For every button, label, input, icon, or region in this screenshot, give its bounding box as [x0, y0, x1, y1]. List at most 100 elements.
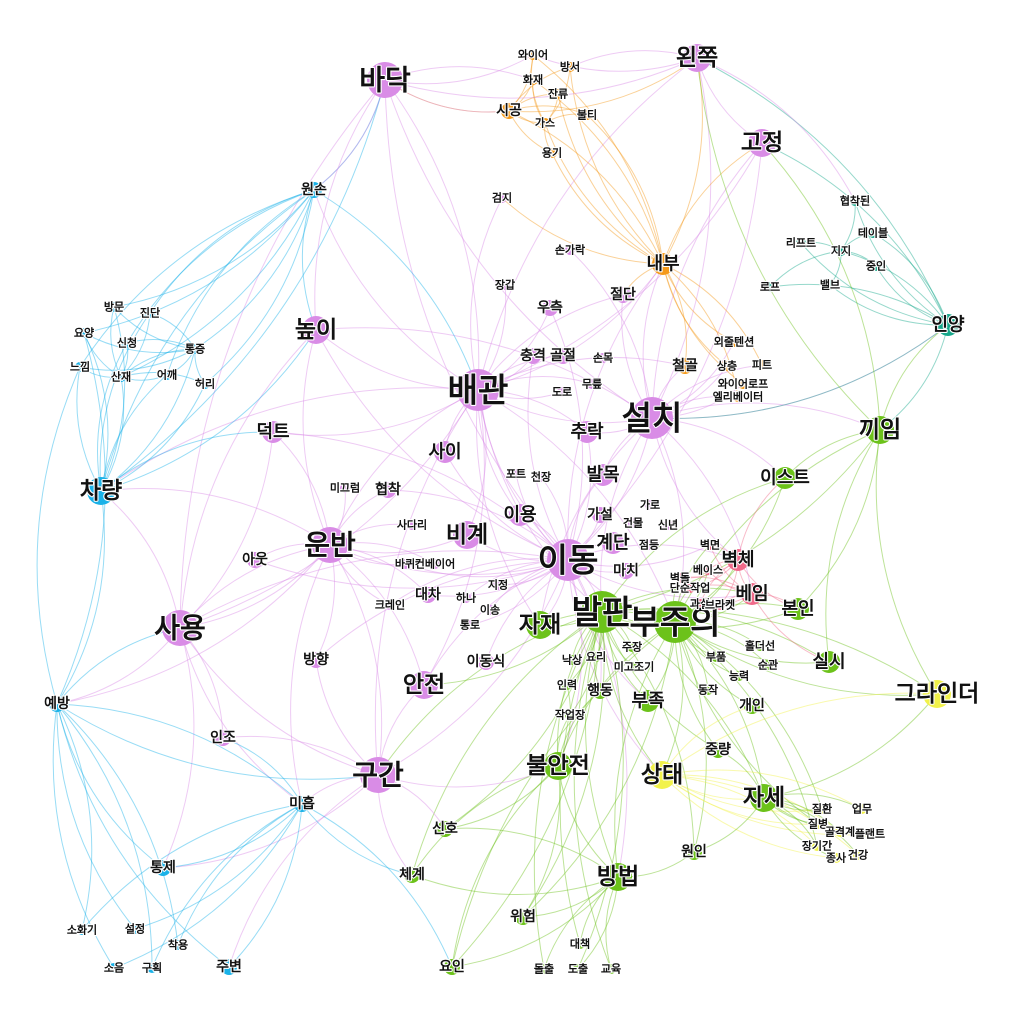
node-label: 구획	[142, 961, 162, 975]
graph-edge	[36, 366, 81, 705]
graph-node	[648, 761, 676, 789]
graph-node	[715, 600, 725, 610]
graph-edge	[451, 611, 603, 968]
node-label: 벽면	[700, 538, 720, 552]
graph-node	[434, 441, 456, 463]
graph-node	[478, 654, 494, 670]
graph-edge	[272, 389, 479, 436]
graph-edge	[662, 263, 763, 366]
graph-edge	[387, 489, 569, 561]
node-label: 손가락	[555, 243, 585, 257]
graph-edge	[829, 284, 949, 326]
graph-edge	[674, 621, 765, 799]
node-label: 실시	[812, 652, 845, 673]
node-label: 엘리베이터	[713, 390, 764, 404]
graph-edge	[228, 774, 379, 968]
graph-edge	[56, 703, 136, 930]
graph-node	[703, 685, 713, 695]
graph-edge	[179, 431, 274, 629]
graph-edge	[539, 417, 653, 626]
node-label: 방서	[560, 60, 580, 74]
graph-edge	[508, 105, 588, 116]
node-label: 이송	[480, 603, 500, 617]
graph-node	[453, 521, 481, 549]
graph-edge	[228, 803, 303, 968]
graph-node	[592, 464, 614, 486]
node-label: 브라켓	[705, 598, 735, 612]
graph-edge	[662, 57, 703, 265]
graph-edge	[477, 142, 763, 391]
graph-node	[575, 939, 585, 949]
graph-node	[400, 559, 410, 569]
graph-node	[542, 300, 558, 316]
graph-edge	[99, 312, 151, 492]
node-label: 신호	[432, 821, 458, 837]
graph-edge	[329, 544, 569, 576]
graph-node	[155, 860, 171, 876]
graph-edge	[100, 79, 386, 492]
graph-edge	[651, 402, 881, 431]
graph-node	[774, 467, 796, 489]
graph-edge	[100, 348, 196, 492]
node-label: 통증	[185, 343, 205, 356]
graph-edge	[763, 693, 938, 799]
node-label: 벽체	[721, 550, 754, 571]
node-label: 절단	[610, 286, 636, 303]
graph-edge	[569, 66, 664, 265]
graph-node	[576, 421, 598, 443]
graph-edge	[527, 355, 569, 561]
graph-node	[615, 287, 631, 303]
node-label: 요인	[439, 958, 465, 975]
graph-edge	[737, 477, 786, 561]
graph-node	[221, 959, 237, 975]
node-label: 미흡	[289, 795, 315, 812]
graph-edge	[110, 306, 122, 378]
graph-edge	[533, 611, 603, 970]
graph-edge	[56, 703, 303, 805]
graph-edge	[389, 558, 569, 606]
graph-node	[308, 652, 324, 668]
graph-node	[500, 280, 510, 290]
node-label: 느낌	[70, 360, 90, 374]
node-label: 원인	[681, 843, 707, 860]
graph-node	[836, 246, 846, 256]
graph-node	[853, 850, 863, 860]
graph-edge	[314, 79, 386, 331]
node-label: 외줄텐션	[714, 335, 754, 349]
node-label: 상층	[717, 359, 737, 373]
graph-edge	[800, 242, 949, 326]
graph-edge	[315, 329, 479, 391]
graph-edge	[470, 197, 503, 391]
graph-node	[729, 337, 739, 347]
graph-node	[825, 280, 835, 290]
graph-edge	[567, 142, 763, 561]
graph-edge	[530, 54, 546, 124]
graph-edge	[83, 332, 109, 492]
graph-node	[573, 964, 583, 974]
graph-edge	[423, 611, 603, 686]
graph-edge	[179, 627, 379, 776]
node-label: 자재	[519, 612, 561, 638]
graph-edge	[179, 329, 317, 629]
node-label: 협착된	[840, 194, 870, 208]
graph-edge	[374, 389, 479, 776]
graph-node	[695, 599, 705, 609]
graph-edge	[313, 189, 479, 391]
graph-node	[509, 504, 531, 526]
graph-edge	[301, 803, 413, 876]
graph-edge	[601, 429, 881, 613]
node-label: 협착	[375, 481, 401, 498]
graph-node	[485, 605, 495, 615]
node-label: 미끄럼	[330, 481, 360, 495]
node-label: 우측	[537, 300, 563, 316]
graph-node	[675, 573, 685, 583]
node-label: 순관	[758, 658, 778, 672]
node-label: 시공	[496, 103, 522, 119]
graph-edge	[384, 79, 653, 419]
graph-edge	[674, 621, 707, 853]
node-label: 착용	[168, 938, 188, 952]
node-label: 질환	[812, 802, 832, 816]
graph-node	[734, 671, 744, 681]
node-label: 사용	[154, 612, 206, 645]
node-label: 원손	[301, 182, 327, 198]
